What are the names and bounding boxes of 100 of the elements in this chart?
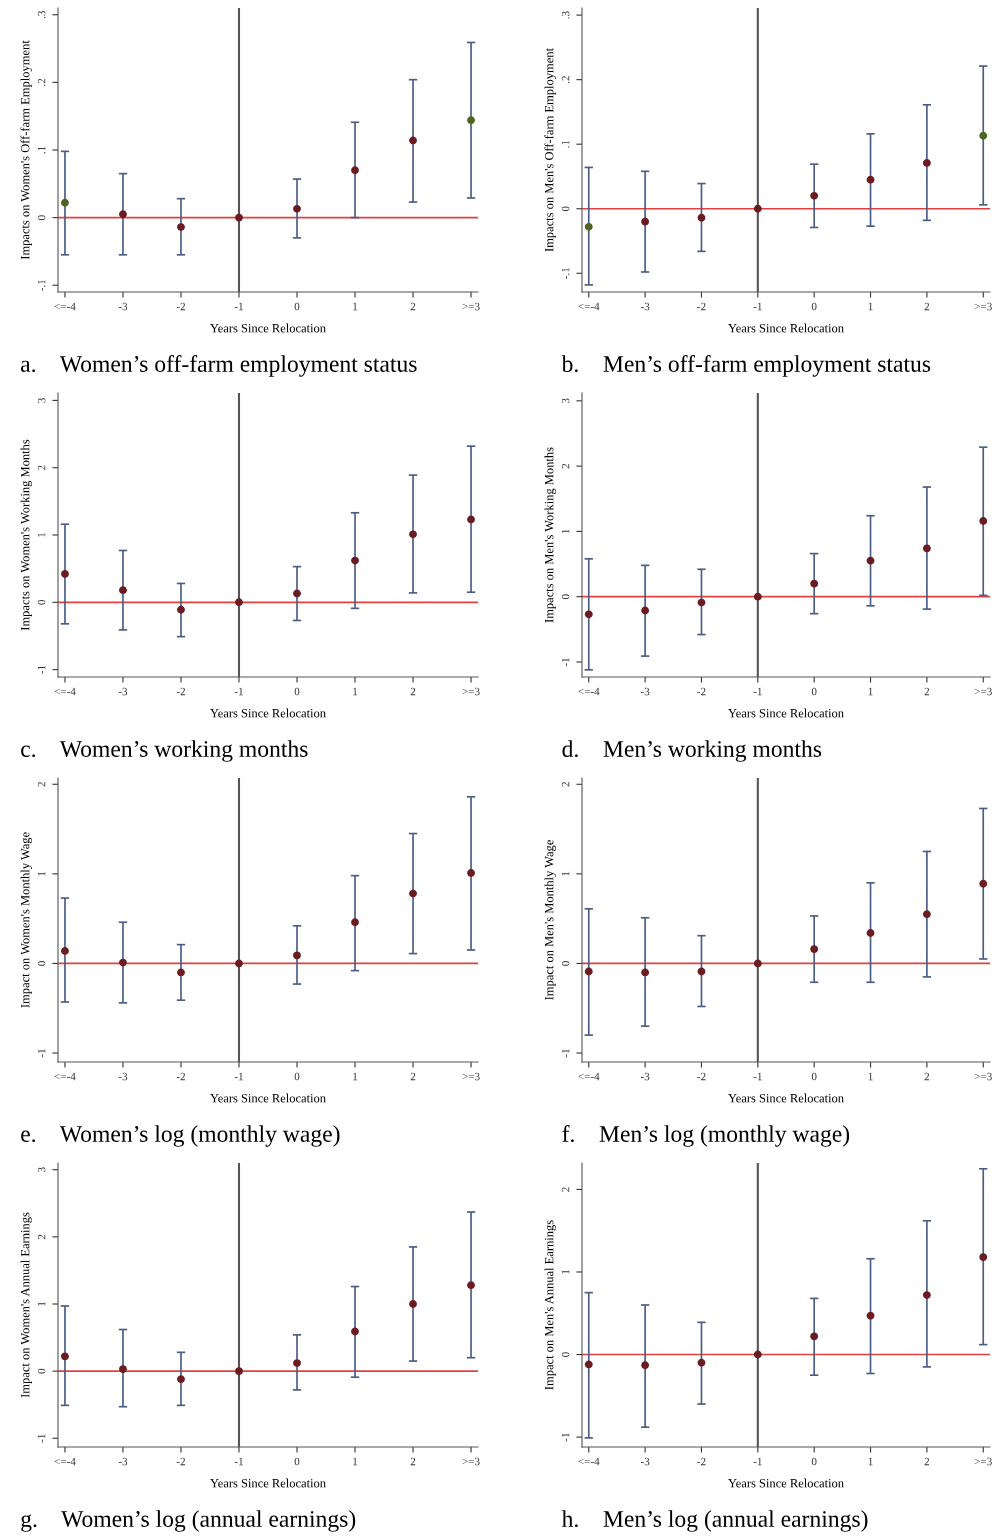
point — [922, 158, 931, 167]
y-tick-label: -.1 — [37, 279, 46, 291]
y-tick-label: -1 — [37, 1434, 46, 1443]
point — [753, 1350, 762, 1359]
y-tick-label: -1 — [561, 1049, 570, 1058]
point — [810, 1332, 819, 1341]
text: b. Men’s off-farm employment status — [561, 355, 931, 377]
x-tick-label: >=3 — [462, 302, 480, 311]
x-axis-title: Years Since Relocation — [210, 1093, 326, 1103]
x-tick-label: 0 — [811, 302, 817, 311]
y-tick-label: 2 — [561, 1187, 570, 1192]
point — [351, 556, 359, 565]
point — [641, 1361, 650, 1370]
y-axis-title: Impact on Men's Annual Earnings — [544, 1220, 556, 1390]
x-tick-label: -1 — [753, 1457, 762, 1466]
x-tick-label: -2 — [176, 687, 185, 696]
point — [119, 586, 127, 595]
point — [979, 131, 988, 140]
x-tick-label: >=3 — [974, 1072, 992, 1081]
point — [697, 598, 706, 607]
y-tick-label: -1 — [561, 658, 570, 667]
y-tick-label: 0 — [561, 961, 570, 966]
text: f. Men’s log (monthly wage) — [562, 1125, 850, 1147]
x-tick-label: 2 — [924, 1072, 930, 1081]
y-tick-label: .3 — [37, 11, 46, 19]
point — [409, 889, 417, 898]
y-tick-label: 0 — [561, 1352, 570, 1357]
point — [119, 1365, 127, 1374]
point — [584, 967, 593, 976]
x-tick-label: 1 — [353, 1072, 358, 1081]
y-tick-label: .1 — [561, 140, 570, 148]
point — [235, 959, 243, 968]
y-tick-label: 1 — [37, 1301, 46, 1306]
x-tick-label: <=-4 — [54, 1072, 76, 1081]
y-tick-label: .3 — [561, 11, 570, 19]
point — [61, 198, 69, 207]
point — [467, 869, 475, 877]
x-axis-title: Years Since Relocation — [210, 323, 326, 333]
point — [293, 589, 301, 598]
point — [61, 946, 69, 955]
y-tick-label: .2 — [561, 76, 570, 84]
y-tick-label: -1 — [37, 1049, 46, 1058]
y-axis-title: Impacts on Men's Off-farm Employment — [544, 48, 556, 252]
point — [119, 958, 127, 967]
x-tick-label: 1 — [353, 687, 358, 696]
point — [409, 530, 417, 539]
x-tick-label: <=-4 — [578, 1457, 600, 1466]
x-tick-label: 2 — [410, 1072, 416, 1081]
x-tick-label: <=-4 — [54, 302, 76, 311]
point — [351, 918, 359, 927]
y-tick-label: 2 — [37, 465, 46, 470]
point — [584, 610, 593, 619]
y-tick-label: 0 — [561, 594, 570, 600]
point — [922, 544, 931, 553]
x-tick-label: >=3 — [974, 687, 992, 696]
y-tick-label: 0 — [37, 599, 46, 605]
y-tick-label: .2 — [37, 78, 46, 86]
x-tick-label: 0 — [811, 1457, 817, 1466]
y-tick-label: -1 — [37, 665, 46, 674]
x-tick-label: 1 — [868, 687, 873, 696]
x-tick-label: -1 — [753, 687, 762, 696]
y-tick-label: 2 — [37, 1234, 46, 1240]
x-tick-label: 1 — [868, 302, 873, 311]
x-tick-label: 0 — [811, 687, 817, 696]
point — [61, 570, 69, 578]
point — [753, 204, 762, 213]
y-tick-label: 0 — [37, 961, 46, 966]
x-tick-label: 2 — [924, 687, 930, 696]
x-tick-label: -1 — [753, 302, 762, 311]
x-tick-label: 0 — [811, 1072, 817, 1081]
point — [235, 1367, 243, 1376]
point — [584, 1360, 593, 1369]
point — [584, 222, 593, 231]
point — [467, 116, 475, 125]
y-tick-label: 1 — [37, 871, 46, 876]
x-tick-label: 2 — [924, 1457, 930, 1466]
text: g. Women’s log (annual earnings) — [21, 1510, 356, 1532]
x-tick-label: 2 — [924, 302, 930, 311]
y-axis-title: Impact on Women's Monthly Wage — [20, 832, 32, 1008]
point — [922, 1291, 931, 1300]
point — [177, 1375, 185, 1384]
y-tick-label: -.1 — [561, 267, 570, 279]
text: a. Women’s off-farm employment status — [21, 355, 417, 377]
x-tick-label: <=-4 — [578, 687, 600, 696]
text: h. Men’s log (annual earnings) — [561, 1510, 868, 1532]
point — [866, 556, 875, 565]
point — [753, 959, 762, 968]
x-tick-label: >=3 — [974, 1457, 992, 1466]
point — [351, 166, 359, 175]
point — [177, 968, 185, 977]
point — [351, 1327, 359, 1336]
x-axis-title: Years Since Relocation — [210, 708, 326, 718]
point — [235, 598, 243, 607]
x-tick-label: -1 — [234, 302, 243, 311]
y-tick-label: 0 — [37, 215, 46, 220]
y-tick-label: 2 — [561, 463, 570, 469]
x-tick-label: 2 — [410, 687, 416, 696]
x-tick-label: -3 — [640, 302, 650, 311]
x-axis-title: Years Since Relocation — [728, 1093, 844, 1103]
point — [293, 204, 301, 213]
